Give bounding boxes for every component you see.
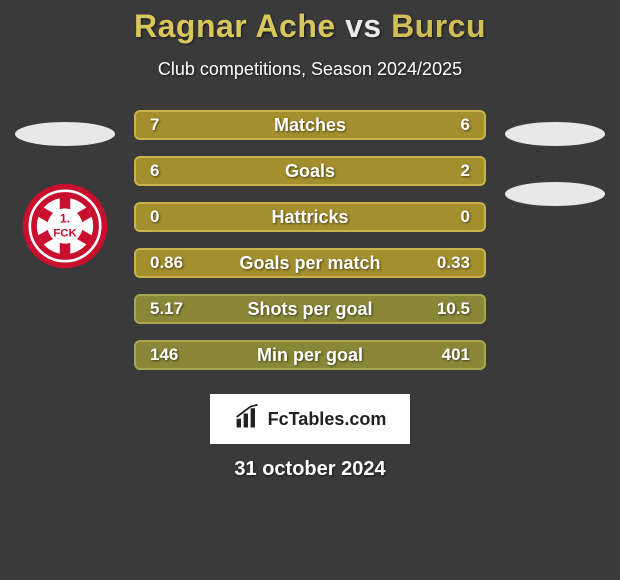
date-label: 31 october 2024 — [0, 458, 620, 481]
stat-left-value: 6 — [150, 161, 200, 181]
stat-row: 7Matches6 — [134, 110, 486, 140]
subtitle: Club competitions, Season 2024/2025 — [0, 59, 620, 80]
stat-right-value: 6 — [420, 115, 470, 135]
page-title: Ragnar Ache vs Burcu — [0, 8, 620, 45]
stat-row: 6Goals2 — [134, 156, 486, 186]
bar-chart-icon — [234, 403, 262, 436]
stat-left-value: 0 — [150, 207, 200, 227]
columns: 1. FCK 7Matches66Goals20Hattricks00.86Go… — [0, 110, 620, 370]
branding-text: FcTables.com — [268, 409, 387, 430]
stat-left-value: 146 — [150, 345, 200, 365]
stat-right-value: 2 — [420, 161, 470, 181]
player2-name: Burcu — [391, 8, 486, 44]
stat-label: Shots per goal — [200, 299, 420, 320]
comparison-card: Ragnar Ache vs Burcu Club competitions, … — [0, 0, 620, 481]
stat-label: Goals — [200, 161, 420, 182]
stat-label: Min per goal — [200, 345, 420, 366]
stat-row: 0Hattricks0 — [134, 202, 486, 232]
branding-badge: FcTables.com — [210, 394, 410, 444]
stat-right-value: 0.33 — [420, 253, 470, 273]
team-crest-fck: 1. FCK — [21, 182, 109, 270]
stat-left-value: 5.17 — [150, 299, 200, 319]
stat-right-value: 0 — [420, 207, 470, 227]
svg-text:1.: 1. — [60, 211, 70, 225]
stat-label: Hattricks — [200, 207, 420, 228]
stats-panel: 7Matches66Goals20Hattricks00.86Goals per… — [134, 110, 486, 370]
right-team-column — [500, 110, 610, 206]
stat-left-value: 0.86 — [150, 253, 200, 273]
stat-label: Matches — [200, 115, 420, 136]
player1-name: Ragnar Ache — [134, 8, 336, 44]
stat-label: Goals per match — [200, 253, 420, 274]
right-player-photo-placeholder — [505, 122, 605, 146]
left-team-column: 1. FCK — [10, 110, 120, 270]
stat-row: 0.86Goals per match0.33 — [134, 248, 486, 278]
left-player-photo-placeholder — [15, 122, 115, 146]
stat-right-value: 401 — [420, 345, 470, 365]
stat-row: 146Min per goal401 — [134, 340, 486, 370]
right-team-crest-placeholder — [505, 182, 605, 206]
stat-left-value: 7 — [150, 115, 200, 135]
stat-row: 5.17Shots per goal10.5 — [134, 294, 486, 324]
title-separator: vs — [345, 8, 382, 44]
svg-text:FCK: FCK — [53, 228, 77, 240]
stat-right-value: 10.5 — [420, 299, 470, 319]
